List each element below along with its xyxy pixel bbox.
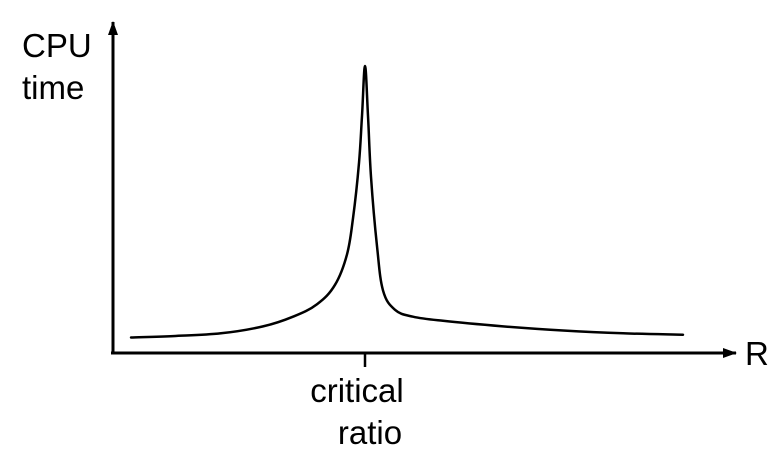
tick-label-line-2: ratio: [338, 414, 402, 451]
y-axis-label-line-2: time: [22, 69, 84, 106]
x-axis-label: R: [745, 335, 769, 372]
cpu-time-curve: [129, 64, 685, 339]
y-axis-label-line-1: CPU: [22, 27, 92, 64]
tick-label-line-1: critical: [310, 372, 404, 409]
